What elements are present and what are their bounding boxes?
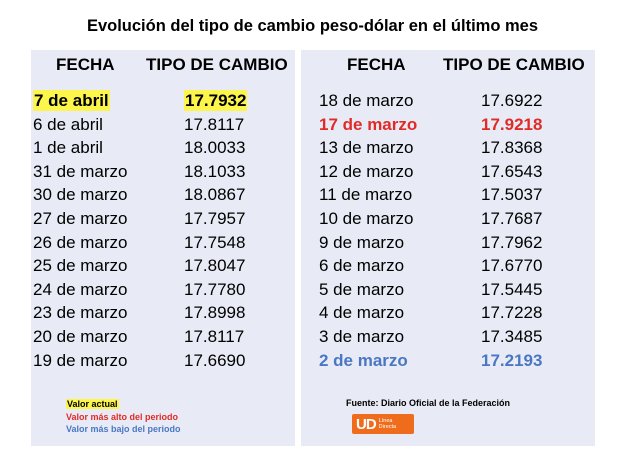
logo-mark: UD (356, 415, 377, 433)
table-panel-left (31, 50, 295, 446)
row-value: 17.7548 (184, 232, 246, 252)
row-date: 4 de marzo (319, 303, 405, 323)
row-date: 23 de marzo (33, 303, 128, 323)
row-value: 18.0867 (184, 185, 246, 205)
row-value: 17.3485 (481, 326, 543, 346)
row-value: 17.8117 (184, 114, 245, 134)
row-value: 17.8047 (184, 256, 246, 276)
row-date: 9 de marzo (319, 232, 405, 252)
row-value: 18.0033 (184, 138, 246, 158)
legend-low: Valor más bajo del periodo (66, 424, 181, 434)
row-date: 17 de marzo (319, 114, 418, 134)
row-date: 27 de marzo (33, 208, 128, 228)
row-date: 6 de abril (33, 114, 103, 134)
row-value: 17.2193 (481, 350, 543, 370)
header-fecha-left: FECHA (56, 55, 115, 74)
row-date: 13 de marzo (319, 138, 414, 158)
row-value: 17.7687 (481, 208, 543, 228)
row-value: 17.5037 (481, 185, 543, 205)
legend-high: Valor más alto del periodo (66, 411, 179, 422)
row-date: 25 de marzo (33, 256, 128, 276)
row-value: 17.7228 (481, 303, 543, 323)
row-date: 30 de marzo (33, 185, 128, 205)
row-date: 3 de marzo (319, 326, 405, 346)
row-value: 17.7780 (184, 279, 246, 299)
row-date: 18 de marzo (319, 91, 414, 110)
header-fecha-right: FECHA (347, 55, 406, 74)
row-value: 17.6543 (481, 161, 543, 181)
row-value: 17.5445 (481, 279, 543, 299)
row-date: 7 de abril (33, 90, 110, 111)
logo-text: Línea Directa (379, 418, 396, 430)
logo-line1: Línea (378, 418, 393, 424)
table-panel-right (301, 50, 595, 446)
row-date: 5 de marzo (319, 279, 405, 299)
row-value: 17.8998 (184, 303, 246, 323)
logo-line2: Directa (378, 424, 397, 430)
row-date: 11 de marzo (319, 185, 413, 205)
legend-current: Valor actual (66, 399, 119, 409)
row-value: 17.8117 (184, 326, 245, 346)
row-value: 17.6922 (481, 91, 543, 110)
row-date: 20 de marzo (33, 326, 128, 346)
row-value: 17.9218 (481, 114, 543, 134)
row-date: 26 de marzo (33, 232, 128, 252)
legend: Valor actual Valor más alto del periodo … (66, 398, 181, 436)
row-value: 17.7932 (184, 90, 248, 111)
row-date: 6 de marzo (319, 256, 405, 276)
row-date: 19 de marzo (33, 350, 128, 370)
row-date: 10 de marzo (319, 208, 414, 228)
row-value: 17.7957 (184, 208, 246, 228)
row-value: 17.6770 (481, 256, 543, 276)
page-title: Evolución del tipo de cambio peso-dólar … (86, 17, 539, 35)
header-tipo-right: TIPO DE CAMBIO (443, 55, 585, 74)
header-tipo-left: TIPO DE CAMBIO (146, 55, 288, 74)
row-value: 18.1033 (184, 161, 246, 181)
row-date: 31 de marzo (33, 161, 128, 181)
row-date: 1 de abril (33, 138, 103, 158)
row-value: 17.8368 (481, 138, 543, 158)
linea-directa-logo: UD Línea Directa (352, 414, 414, 434)
row-value: 17.6690 (184, 350, 246, 370)
row-value: 17.7962 (481, 232, 543, 252)
source-note: Fuente: Diario Oficial de la Federación (346, 398, 511, 408)
row-date: 12 de marzo (319, 161, 414, 181)
row-date: 24 de marzo (33, 279, 128, 299)
row-date: 2 de marzo (319, 350, 408, 370)
